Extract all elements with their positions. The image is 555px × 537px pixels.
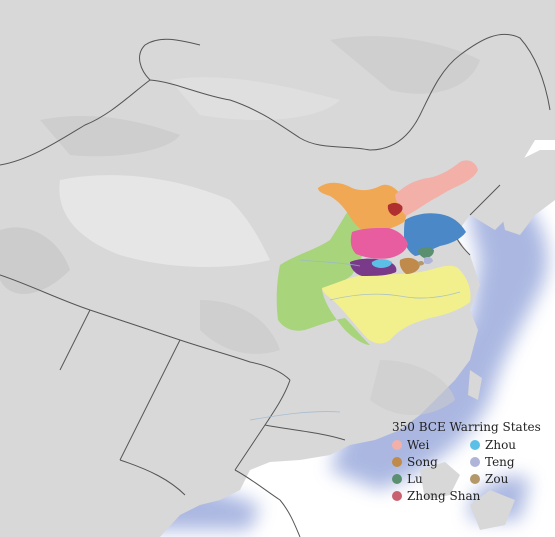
legend-title: 350 BCE Warring States	[392, 420, 541, 434]
legend-item-zhong-shan: Zhong Shan	[392, 488, 550, 503]
rivers	[249, 259, 461, 421]
legend-item-lu: Lu	[392, 471, 470, 486]
legend-swatch-zou	[470, 473, 480, 484]
legend-swatch-song	[392, 456, 402, 467]
terrain-shading	[0, 36, 480, 415]
region-darkred	[387, 202, 403, 216]
region-salmon	[395, 160, 478, 216]
legend-swatch-lu	[392, 473, 402, 484]
legend-label-teng: Teng	[485, 454, 515, 469]
legend-item-zhou: Zhou	[470, 437, 550, 452]
region-zou	[418, 260, 424, 266]
region-song	[399, 257, 420, 274]
legend-label-lu: Lu	[407, 471, 423, 486]
region-blue	[404, 213, 466, 256]
legend: 350 BCE Warring States Wei Zhou Song Ten…	[392, 420, 552, 503]
region-green	[276, 205, 372, 345]
region-yellow	[322, 265, 471, 344]
legend-swatch-zhou	[470, 439, 480, 450]
legend-label-zhou: Zhou	[485, 437, 517, 452]
legend-swatch-zhong-shan	[392, 490, 402, 501]
region-orange	[318, 182, 407, 233]
legend-label-zou: Zou	[485, 471, 509, 486]
legend-grid: Wei Zhou Song Teng Lu Zou	[392, 437, 552, 503]
legend-item-wei: Wei	[392, 437, 470, 452]
legend-label-zhong-shan: Zhong Shan	[407, 488, 481, 503]
legend-item-zou: Zou	[470, 471, 550, 486]
region-lu	[418, 247, 434, 258]
legend-label-wei: Wei	[407, 437, 430, 452]
legend-item-teng: Teng	[470, 454, 550, 469]
region-pink	[350, 228, 408, 259]
legend-label-song: Song	[407, 454, 438, 469]
modern-borders	[0, 33, 551, 537]
region-zhou	[371, 259, 392, 268]
legend-swatch-teng	[470, 456, 480, 467]
legend-item-song: Song	[392, 454, 470, 469]
legend-swatch-wei	[392, 439, 402, 450]
warring-states	[276, 160, 478, 345]
region-teng	[424, 257, 433, 265]
